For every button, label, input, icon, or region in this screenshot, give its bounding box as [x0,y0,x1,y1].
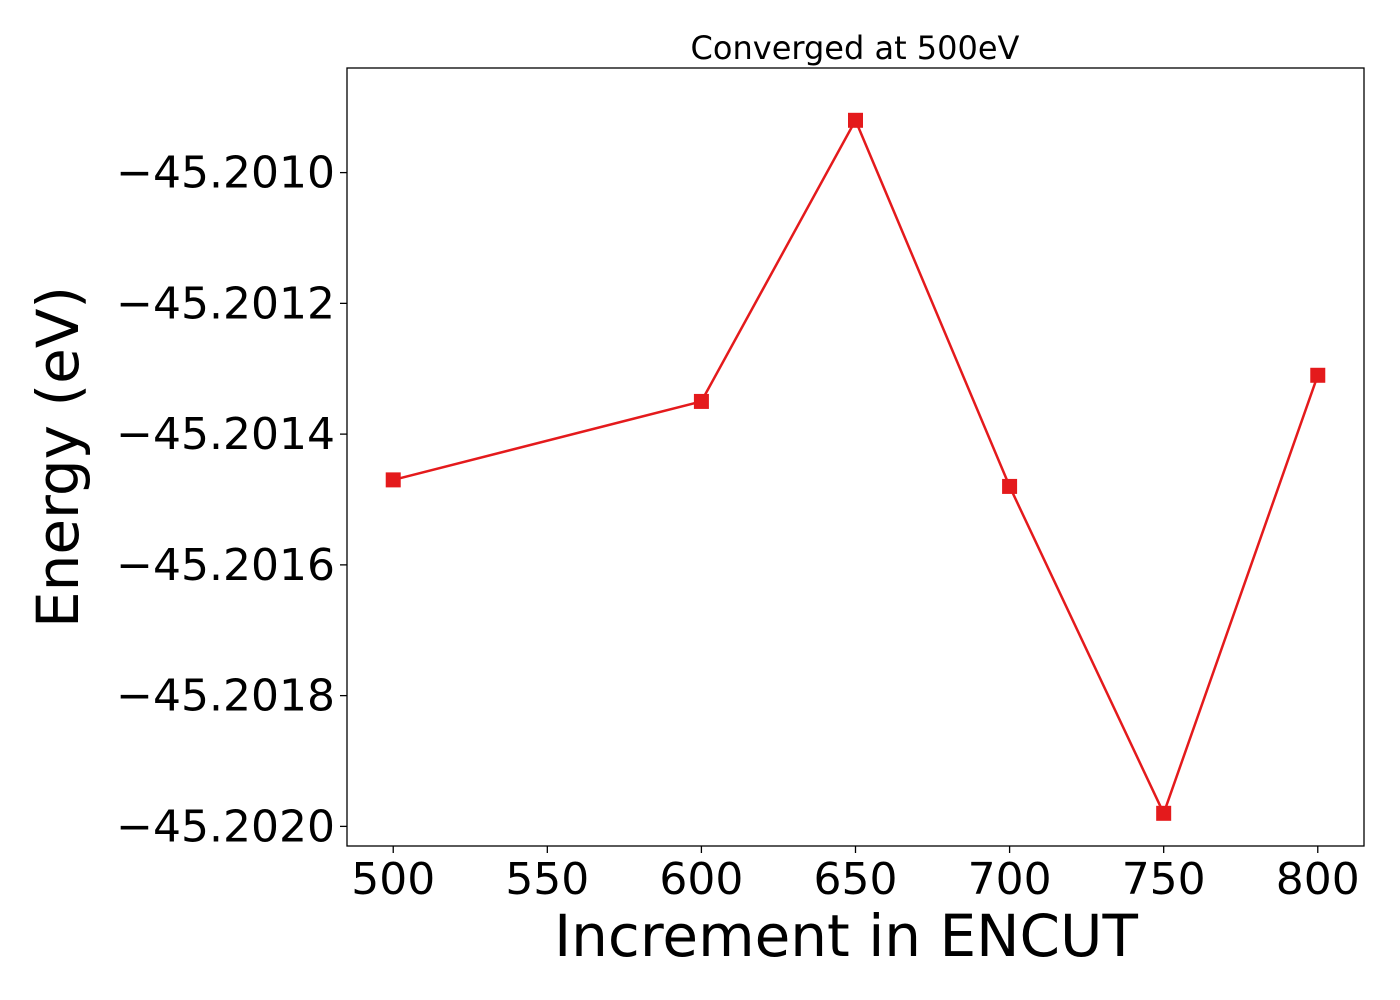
x-tick-label: 800 [1276,854,1360,905]
y-tick-label: −45.2014 [116,409,335,460]
series-markers [385,112,1326,821]
data-point [385,472,401,488]
x-tick-label: 500 [351,854,435,905]
chart-title: Converged at 500eV [691,29,1020,67]
x-tick-label: 700 [968,854,1052,905]
y-tick-label: −45.2020 [116,801,335,852]
x-tick-label: 650 [814,854,898,905]
y-axis: −45.2010 −45.2012 −45.2014 −45.2016 −45.2018… [116,148,347,852]
series-line [392,117,1319,817]
data-point [1002,478,1018,494]
data-point [1156,805,1172,821]
x-axis: 500 550 600 650 700 750 800 [351,846,1360,905]
data-point [693,393,709,409]
data-point [1310,367,1326,383]
y-tick-label: −45.2018 [116,671,335,722]
y-tick-label: −45.2016 [116,540,335,591]
x-tick-label: 750 [1122,854,1206,905]
plot-frame [346,67,1365,847]
y-tick-label: −45.2012 [116,278,335,329]
x-tick-label: 550 [505,854,589,905]
x-axis-label: Increment in ENCUT [554,902,1138,970]
y-tick-label: −45.2010 [116,148,335,199]
x-tick-label: 600 [659,854,743,905]
data-point [848,112,863,128]
y-axis-label: Energy (eV) [24,286,92,628]
